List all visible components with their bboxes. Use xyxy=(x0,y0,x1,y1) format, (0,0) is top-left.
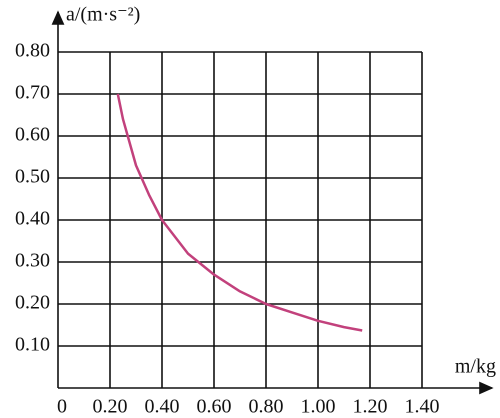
x-tick-label: 0.20 xyxy=(93,396,128,418)
x-tick-label: 1.40 xyxy=(405,396,440,418)
x-tick-label: 0 xyxy=(57,396,67,418)
curve xyxy=(116,93,363,332)
y-tick-label: 0.10 xyxy=(15,334,50,356)
y-tick-label: 0.20 xyxy=(15,292,50,314)
y-tick-label: 0.80 xyxy=(15,40,50,62)
x-tick-label: 0.80 xyxy=(249,396,284,418)
y-tick-label: 0.70 xyxy=(15,82,50,104)
y-tick-label: 0.30 xyxy=(15,250,50,272)
y-tick-label: 0.50 xyxy=(15,166,50,188)
y-axis-label: a/(m·s⁻²) xyxy=(66,4,140,26)
x-tick-label: 1.00 xyxy=(301,396,336,418)
x-axis-label: m/kg xyxy=(455,356,496,378)
x-tick-label: 0.60 xyxy=(197,396,232,418)
x-tick-label: 1.20 xyxy=(353,396,388,418)
y-tick-label: 0.60 xyxy=(15,124,50,146)
x-tick-label: 0.40 xyxy=(145,396,180,418)
y-tick-label: 0.40 xyxy=(15,208,50,230)
